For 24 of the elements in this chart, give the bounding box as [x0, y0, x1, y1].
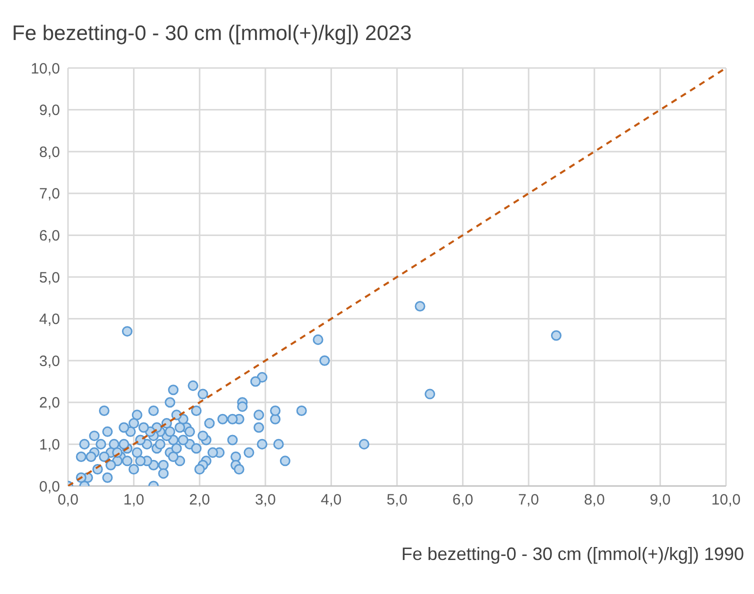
- y-tick-label: 6,0: [39, 228, 60, 245]
- y-tick-label: 8,0: [39, 144, 60, 161]
- y-tick-label: 7,0: [39, 186, 60, 203]
- x-tick-label: 2,0: [189, 492, 210, 509]
- x-tick-label: 0,0: [58, 492, 78, 509]
- x-axis-title: Fe bezetting-0 - 30 cm ([mmol(+)/kg]) 1990: [401, 544, 744, 565]
- y-tick-label: 3,0: [39, 352, 60, 370]
- y-tick-label: 1,0: [39, 436, 60, 454]
- y-tick-label: 0,0: [39, 478, 60, 496]
- x-tick-label: 1,0: [123, 492, 144, 509]
- x-tick-label: 7,0: [518, 492, 540, 509]
- y-tick-label: 2,0: [39, 394, 60, 412]
- x-tick-label: 9,0: [650, 492, 671, 509]
- x-tick-label: 4,0: [320, 492, 342, 509]
- x-tick-label: 6,0: [452, 492, 474, 509]
- chart-title: Fe bezetting-0 - 30 cm ([mmol(+)/kg]) 2023: [12, 22, 412, 46]
- x-tick-label: 3,0: [254, 492, 276, 509]
- y-tick-label: 10,0: [30, 60, 60, 78]
- y-tick-label: 5,0: [39, 269, 60, 286]
- x-tick-label: 8,0: [584, 492, 605, 509]
- y-tick-label: 9,0: [39, 102, 60, 120]
- x-tick-label: 10,0: [711, 492, 741, 509]
- y-tick-label: 4,0: [39, 311, 60, 328]
- x-tick-label: 5,0: [386, 492, 408, 509]
